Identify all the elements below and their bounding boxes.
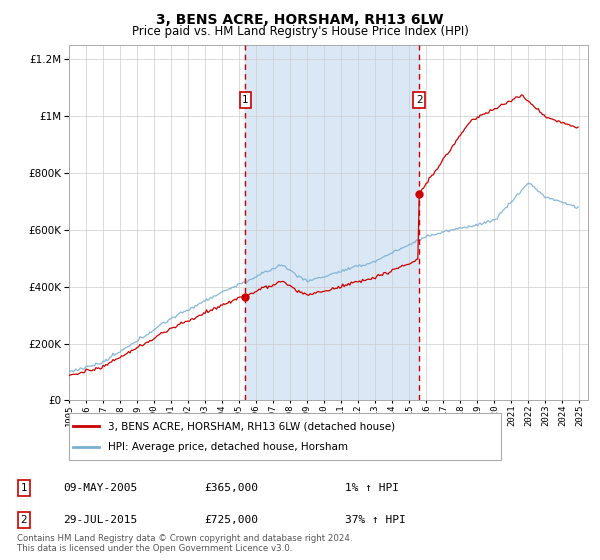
FancyBboxPatch shape xyxy=(69,413,501,460)
Text: £365,000: £365,000 xyxy=(204,483,258,493)
Text: Price paid vs. HM Land Registry's House Price Index (HPI): Price paid vs. HM Land Registry's House … xyxy=(131,25,469,38)
Text: 2: 2 xyxy=(416,95,422,105)
Text: 1: 1 xyxy=(242,95,249,105)
Text: Contains HM Land Registry data © Crown copyright and database right 2024.
This d: Contains HM Land Registry data © Crown c… xyxy=(17,534,352,553)
Text: 37% ↑ HPI: 37% ↑ HPI xyxy=(345,515,406,525)
Text: 1% ↑ HPI: 1% ↑ HPI xyxy=(345,483,399,493)
Text: 3, BENS ACRE, HORSHAM, RH13 6LW: 3, BENS ACRE, HORSHAM, RH13 6LW xyxy=(156,13,444,27)
Bar xyxy=(245,45,419,400)
Text: 3, BENS ACRE, HORSHAM, RH13 6LW (detached house): 3, BENS ACRE, HORSHAM, RH13 6LW (detache… xyxy=(108,421,395,431)
Text: 09-MAY-2005: 09-MAY-2005 xyxy=(63,483,137,493)
Text: 1: 1 xyxy=(20,483,28,493)
Text: HPI: Average price, detached house, Horsham: HPI: Average price, detached house, Hors… xyxy=(108,442,348,452)
Text: £725,000: £725,000 xyxy=(204,515,258,525)
Text: 2: 2 xyxy=(20,515,28,525)
Text: 29-JUL-2015: 29-JUL-2015 xyxy=(63,515,137,525)
